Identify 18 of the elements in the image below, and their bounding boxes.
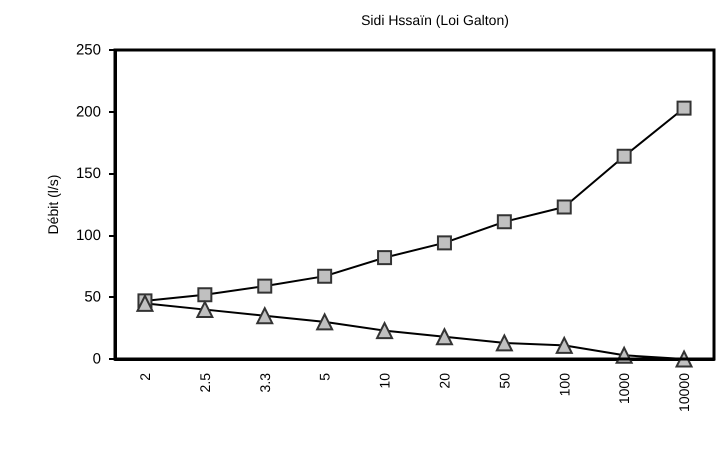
y-tick-label: 0 [92, 350, 101, 368]
y-tick-label: 100 [76, 226, 101, 244]
y-tick-label: 150 [76, 165, 101, 182]
x-tick-label: 100 [556, 372, 572, 396]
x-tick-label: 2 [136, 372, 153, 381]
y-axis-title: Débit (l/s) [45, 174, 61, 234]
x-tick-label: 5 [316, 372, 333, 381]
chart-title: Sidi Hssaïn (Loi Galton) [361, 12, 509, 28]
x-tick-label: 10 [376, 372, 393, 389]
x-tick-label: 2.5 [196, 372, 213, 392]
y-tick-label: 200 [76, 103, 101, 120]
x-tick-label: 20 [436, 372, 452, 389]
x-tick-label: 1000 [616, 372, 632, 404]
y-tick-label: 50 [84, 288, 101, 306]
y-tick-label: 250 [76, 42, 101, 58]
x-tick-label: 50 [496, 372, 512, 389]
x-tick-label: 10000 [676, 372, 692, 412]
x-tick-label: 3.3 [256, 372, 273, 392]
